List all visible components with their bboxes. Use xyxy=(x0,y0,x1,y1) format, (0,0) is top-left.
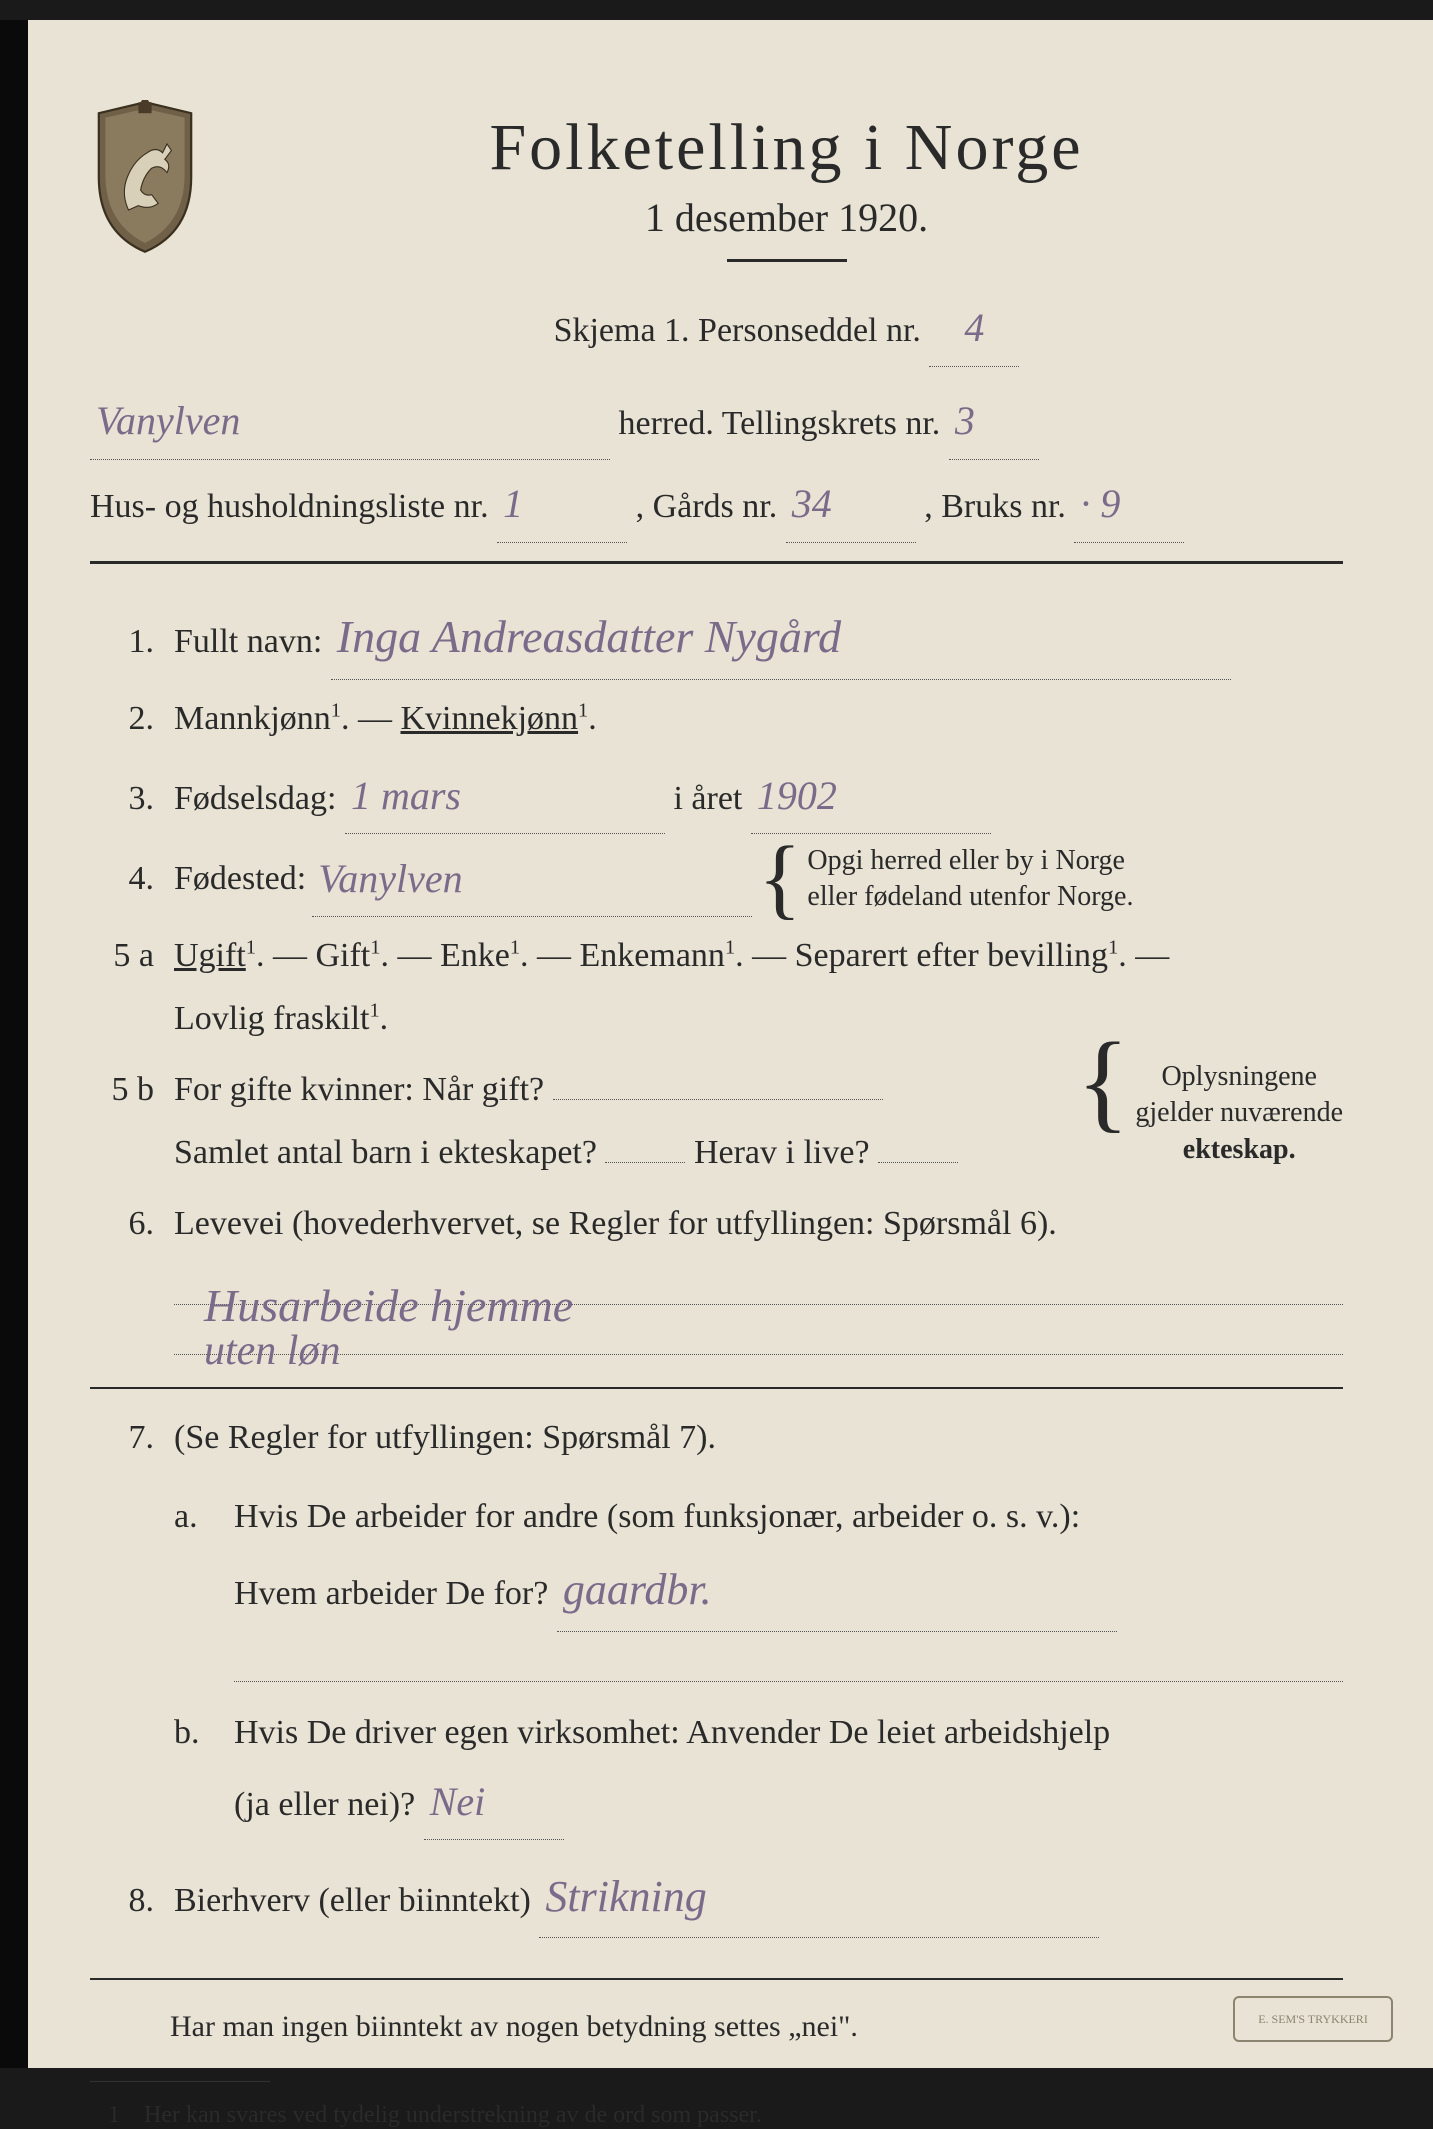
q1-label: Fullt navn: xyxy=(174,623,322,660)
q7a-label2: Hvem arbeider De for? xyxy=(234,1575,548,1612)
q7a-value: gaardbr. xyxy=(557,1549,1117,1631)
hus-nr: 1 xyxy=(497,466,627,543)
main-title: Folketelling i Norge xyxy=(230,110,1343,186)
q3-year: 1902 xyxy=(751,759,991,834)
q3-day: 1 mars xyxy=(345,759,665,834)
q3-num: 3. xyxy=(90,768,154,831)
herred-name: Vanylven xyxy=(90,383,610,460)
q4-num: 4. xyxy=(90,848,154,911)
q5b-fill-b xyxy=(605,1162,685,1163)
bruks-nr: · 9 xyxy=(1074,466,1184,543)
q7: 7. (Se Regler for utfyllingen: Spørsmål … xyxy=(90,1407,1343,1847)
q7-label: (Se Regler for utfyllingen: Spørsmål 7). xyxy=(174,1419,716,1456)
q5b-label-a: For gifte kvinner: Når gift? xyxy=(174,1071,544,1108)
q3: 3. Fødselsdag: 1 mars i året 1902 xyxy=(90,759,1343,834)
q5a-opt6: Lovlig fraskilt xyxy=(174,1000,369,1037)
q2-num: 2. xyxy=(90,688,154,751)
q1: 1. Fullt navn: Inga Andreasdatter Nygård xyxy=(90,594,1343,680)
q5a-opt4: Enkemann xyxy=(580,937,725,974)
left-border xyxy=(0,20,28,2068)
coat-of-arms-icon xyxy=(90,100,200,250)
q5a-num: 5 a xyxy=(90,925,154,988)
q5b-label-b: Samlet antal barn i ekteskapet? xyxy=(174,1134,597,1171)
title-block: Folketelling i Norge 1 desember 1920. Sk… xyxy=(230,100,1343,373)
printer-stamp: E. SEM'S TRYKKERI xyxy=(1233,1996,1393,2042)
divider xyxy=(90,1978,1343,1980)
q3-label: Fødselsdag: xyxy=(174,780,336,817)
q7b-num: b. xyxy=(174,1702,214,1765)
brace-icon: { xyxy=(1077,1059,1130,1103)
hus-label: Hus- og husholdningsliste nr. xyxy=(90,488,489,525)
skjema-line: Skjema 1. Personseddel nr. 4 xyxy=(230,290,1343,367)
divider xyxy=(90,1387,1343,1389)
q8-num: 8. xyxy=(90,1870,154,1933)
q7-num: 7. xyxy=(90,1407,154,1470)
skjema-label: Skjema 1. Personseddel nr. xyxy=(554,312,921,349)
herred-label: herred. Tellingskrets nr. xyxy=(619,405,941,442)
q7a-label1: Hvis De arbeider for andre (som funksjon… xyxy=(234,1498,1080,1535)
title-rule xyxy=(727,259,847,262)
gards-nr: 34 xyxy=(786,466,916,543)
q5b-num: 5 b xyxy=(90,1059,154,1122)
q7b-label2: (ja eller nei)? xyxy=(234,1786,415,1823)
q7b-value: Nei xyxy=(424,1765,564,1840)
q5a-opt5: Separert efter bevilling xyxy=(795,937,1108,974)
q5b-label-c: Herav i live? xyxy=(694,1134,870,1171)
q6-num: 6. xyxy=(90,1193,154,1256)
q6-line1: Husarbeide hjemme xyxy=(174,1263,1343,1305)
q3-year-label: i året xyxy=(673,780,742,817)
q8: 8. Bierhverv (eller biinntekt) Strikning xyxy=(90,1856,1343,1938)
q7a-num: a. xyxy=(174,1486,214,1549)
hus-line: Hus- og husholdningsliste nr. 1 , Gårds … xyxy=(90,466,1343,543)
footer-note1: Har man ingen biinntekt av nogen betydni… xyxy=(90,1998,1343,2055)
footnote: 1 Her kan svares ved tydelig understrekn… xyxy=(90,2102,1343,2129)
tellingskrets-nr: 3 xyxy=(949,383,1039,460)
q5b: 5 b For gifte kvinner: Når gift? Samlet … xyxy=(90,1059,1343,1185)
q5b-fill-c xyxy=(878,1162,958,1163)
personseddel-nr: 4 xyxy=(929,290,1019,367)
q5a-opt1: Ugift xyxy=(174,937,246,974)
census-form-page: Folketelling i Norge 1 desember 1920. Sk… xyxy=(0,20,1433,2068)
gards-label: , Gårds nr. xyxy=(636,488,778,525)
q5b-fill-a xyxy=(553,1099,883,1100)
q2-opt-b: Kvinnekjønn xyxy=(400,700,578,737)
q4-note: Opgi herred eller by i Norge eller fødel… xyxy=(807,843,1133,916)
q5a-opt2: Gift xyxy=(315,937,370,974)
q8-label: Bierhverv (eller biinntekt) xyxy=(174,1882,531,1919)
footnote-rule xyxy=(90,2081,270,2082)
q1-num: 1. xyxy=(90,611,154,674)
q5a: 5 a Ugift1. — Gift1. — Enke1. — Enkemann… xyxy=(90,925,1343,1051)
bruks-label: , Bruks nr. xyxy=(924,488,1066,525)
q1-value: Inga Andreasdatter Nygård xyxy=(331,594,1231,680)
q4-value: Vanylven xyxy=(312,842,752,917)
q2-opt-a: Mannkjønn xyxy=(174,700,331,737)
q2: 2. Mannkjønn1. — Kvinnekjønn1. xyxy=(90,688,1343,751)
q5b-note: Oplysningene gjelder nuværende ekteskap. xyxy=(1135,1059,1343,1168)
q7b-label1: Hvis De driver egen virksomhet: Anvender… xyxy=(234,1714,1110,1751)
herred-line: Vanylven herred. Tellingskrets nr. 3 xyxy=(90,383,1343,460)
q7a-blank xyxy=(234,1640,1343,1682)
header: Folketelling i Norge 1 desember 1920. Sk… xyxy=(90,100,1343,373)
divider xyxy=(90,561,1343,564)
brace-icon: { xyxy=(758,861,801,897)
q4: 4. Fødested: Vanylven { Opgi herred elle… xyxy=(90,842,1343,917)
subtitle: 1 desember 1920. xyxy=(230,194,1343,241)
q8-value: Strikning xyxy=(539,1856,1099,1938)
q4-label: Fødested: xyxy=(174,848,306,911)
q6: 6. Levevei (hovederhvervet, se Regler fo… xyxy=(90,1193,1343,1364)
q6-label: Levevei (hovederhvervet, se Regler for u… xyxy=(174,1205,1057,1242)
q5a-opt3: Enke xyxy=(440,937,510,974)
